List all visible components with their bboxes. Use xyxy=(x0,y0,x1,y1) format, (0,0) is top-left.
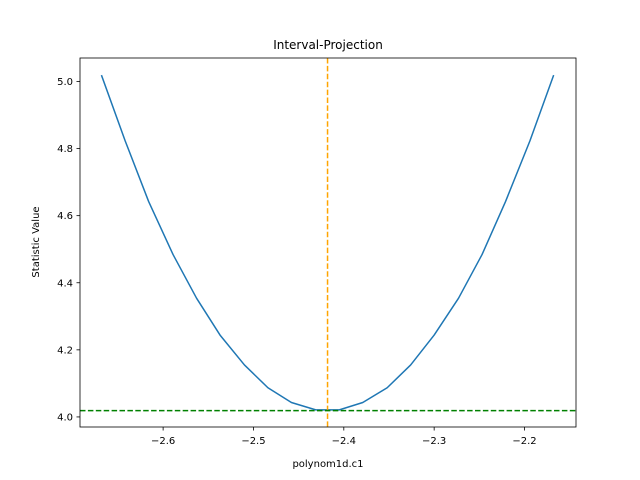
y-axis-label: Statistic Value xyxy=(31,206,42,277)
y-tick-label: 4.4 xyxy=(57,278,73,289)
x-tick-label: −2.6 xyxy=(151,436,175,447)
y-tick-label: 4.0 xyxy=(57,412,73,423)
x-tick-label: −2.2 xyxy=(512,436,536,447)
axes-frame xyxy=(79,57,577,428)
y-tick-label: 4.2 xyxy=(57,345,73,356)
x-tick-label: −2.3 xyxy=(422,436,446,447)
y-tick-label: 4.8 xyxy=(57,144,73,155)
x-axis-ticks: −2.6 −2.5 −2.4 −2.3 −2.2 xyxy=(151,427,537,447)
x-axis-label: polynom1d.c1 xyxy=(292,459,363,470)
chart-title: Interval-Projection xyxy=(273,38,383,52)
y-axis-ticks: 4.0 4.2 4.4 4.6 4.8 5.0 xyxy=(57,77,80,423)
x-tick-label: −2.4 xyxy=(332,436,356,447)
y-tick-label: 4.6 xyxy=(57,211,73,222)
y-tick-label: 5.0 xyxy=(57,77,73,88)
plot-area xyxy=(79,57,577,428)
x-tick-label: −2.5 xyxy=(241,436,265,447)
